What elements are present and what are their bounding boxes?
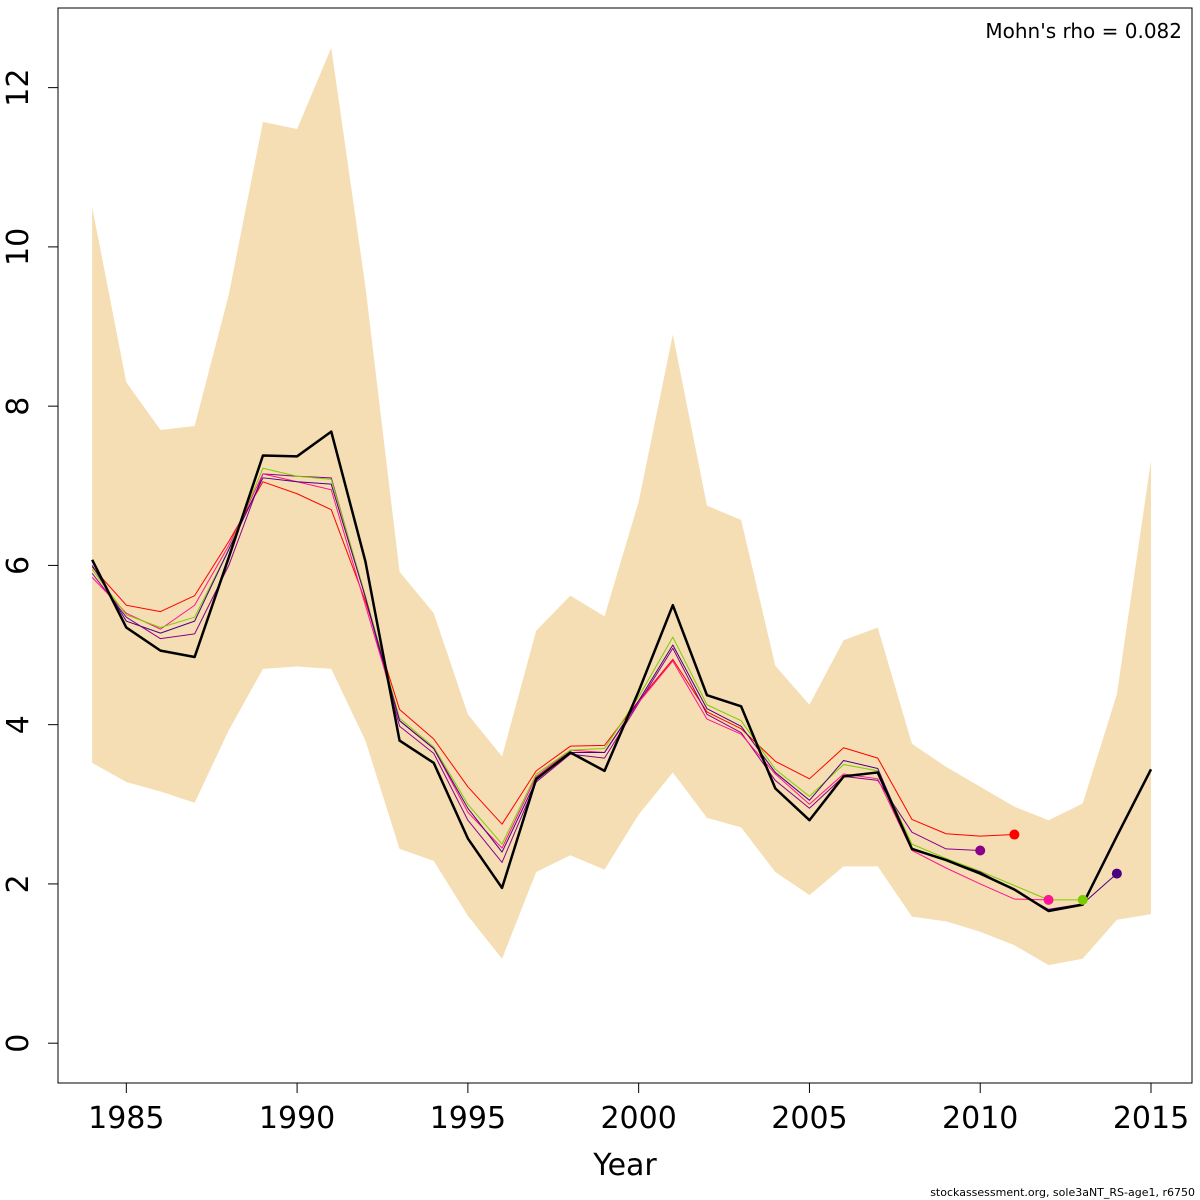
series-lines	[91, 430, 1153, 913]
x-tick-label-2015: 2015	[1113, 1101, 1189, 1136]
x-tick-label-2005: 2005	[771, 1101, 847, 1136]
x-tick-label-1990: 1990	[259, 1101, 335, 1136]
x-tick-label-2010: 2010	[942, 1101, 1018, 1136]
y-tick-label-12: 12	[1, 69, 36, 107]
end-point-2013	[1077, 894, 1088, 905]
confidence-band-area	[92, 47, 1152, 966]
x-tick-label-2000: 2000	[600, 1101, 676, 1136]
y-axis: 0 2 4 6 8 10 12	[1, 69, 59, 1053]
y-tick-label-10: 10	[1, 228, 36, 266]
end-point-2010	[975, 845, 986, 856]
series-line-2013	[91, 467, 1083, 901]
x-axis-title: Year	[592, 1148, 657, 1183]
y-tick-label-0: 0	[1, 1034, 36, 1053]
x-tick-label-1995: 1995	[430, 1101, 506, 1136]
confidence-band	[92, 47, 1152, 966]
y-tick-label-2: 2	[1, 874, 36, 893]
end-point-2014	[1111, 868, 1122, 879]
end-point-2012	[1043, 894, 1054, 905]
footer-credit: stockassessment.org, sole3aNT_RS-age1, r…	[930, 1186, 1195, 1199]
terminal-points	[975, 829, 1122, 905]
mohns-rho-annotation: Mohn's rho = 0.082	[985, 19, 1182, 43]
y-tick-label-6: 6	[1, 556, 36, 575]
y-tick-label-4: 4	[1, 715, 36, 734]
series-line-2011	[91, 481, 1015, 837]
x-tick-label-1985: 1985	[88, 1101, 164, 1136]
x-axis: 1985 1990 1995 2000 2005 2010 2015	[88, 1082, 1189, 1136]
y-tick-label-8: 8	[1, 397, 36, 416]
series-line-final	[91, 430, 1153, 913]
end-point-2011	[1009, 829, 1020, 840]
